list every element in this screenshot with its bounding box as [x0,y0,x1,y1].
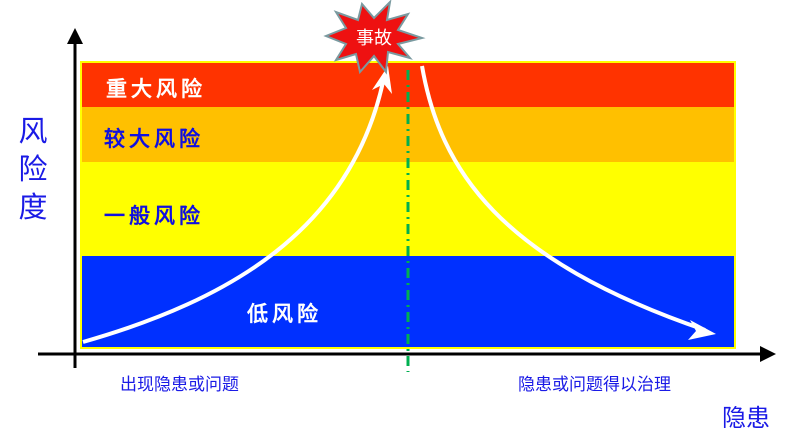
accident-burst-icon [323,0,426,75]
x-axis-arrowhead [760,346,776,362]
x-axis-label: 隐患 [722,404,770,428]
accident-label: 事故 [356,28,392,49]
band-label-general: 一般风险 [104,204,204,228]
left-caption: 出现隐患或问题 [120,375,239,395]
falling-risk-arrow [420,65,706,332]
y-axis-label: 风险度 [18,114,48,224]
band-label-major: 重大风险 [106,77,206,101]
right-caption: 隐患或问题得以治理 [518,375,671,395]
band-label-low: 低风险 [247,302,322,326]
band-label-large: 较大风险 [104,127,204,151]
band-frame [80,61,736,349]
rising-arrowhead [372,66,392,94]
y-axis-arrowhead [67,28,83,44]
falling-arrowhead [688,320,716,340]
rising-risk-arrow [82,81,385,344]
